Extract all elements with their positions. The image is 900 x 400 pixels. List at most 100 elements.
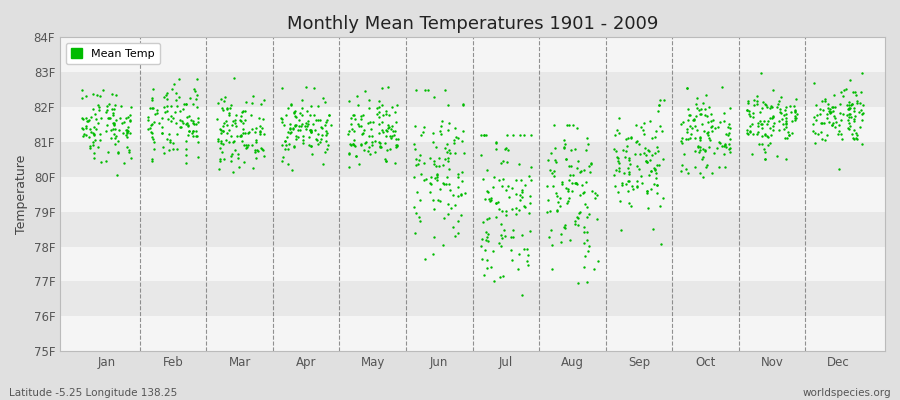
Point (121, 124, 135, 130)
Point (163, 138, 177, 145)
Point (827, 115, 842, 121)
Point (760, 134, 775, 141)
Point (648, 165, 662, 172)
Point (320, 116, 334, 123)
Point (841, 117, 855, 123)
Point (432, 155, 446, 161)
Point (680, 129, 695, 136)
Point (613, 198, 627, 204)
Point (653, 241, 668, 248)
Point (428, 163, 443, 170)
Point (758, 149, 772, 155)
Point (288, 108, 302, 114)
Point (220, 136, 234, 143)
Point (716, 151, 731, 157)
Point (758, 132, 772, 138)
Point (752, 109, 767, 116)
Point (554, 239, 568, 246)
Point (636, 120, 651, 127)
Point (823, 106, 837, 112)
Point (287, 110, 302, 116)
Point (417, 124, 431, 130)
Point (352, 161, 366, 167)
Point (635, 126, 650, 133)
Point (741, 126, 755, 133)
Point (612, 130, 626, 136)
Point (707, 124, 722, 131)
Point (706, 116, 720, 123)
Point (163, 118, 177, 124)
Point (376, 111, 391, 118)
Point (558, 224, 572, 231)
Point (381, 83, 395, 90)
Point (82, 117, 96, 123)
Point (379, 108, 393, 114)
Point (342, 97, 356, 104)
Point (381, 122, 395, 128)
Point (387, 128, 401, 134)
Point (818, 96, 832, 102)
Point (75, 114, 89, 121)
Point (778, 126, 792, 132)
Point (288, 136, 302, 142)
Point (644, 186, 658, 193)
Point (311, 117, 326, 123)
Point (409, 210, 423, 216)
Point (276, 122, 291, 128)
Point (831, 130, 845, 137)
Point (674, 121, 688, 128)
Point (215, 140, 230, 147)
Point (122, 147, 136, 153)
Point (500, 146, 515, 153)
Point (693, 135, 707, 142)
Point (446, 192, 460, 198)
Point (611, 158, 625, 164)
Point (481, 189, 495, 195)
Point (779, 118, 794, 124)
Point (454, 212, 469, 218)
Point (522, 210, 536, 216)
Point (842, 102, 856, 109)
Point (372, 121, 386, 128)
Point (779, 120, 794, 127)
Point (454, 178, 469, 184)
Point (106, 120, 121, 126)
Point (303, 103, 318, 110)
Point (322, 112, 337, 118)
Point (456, 150, 471, 156)
Point (492, 274, 507, 280)
Point (580, 214, 594, 220)
Point (696, 153, 710, 160)
Point (842, 99, 856, 105)
Point (815, 107, 830, 113)
Point (741, 131, 755, 138)
Point (504, 184, 518, 191)
Point (751, 120, 765, 126)
Point (440, 211, 454, 217)
Point (778, 104, 793, 110)
Point (642, 172, 656, 178)
Point (215, 128, 230, 134)
Point (711, 139, 725, 145)
Point (576, 190, 590, 196)
Point (608, 132, 623, 138)
Point (302, 134, 316, 140)
Point (652, 123, 667, 129)
Point (813, 111, 827, 117)
Point (238, 130, 252, 136)
Point (160, 116, 175, 122)
Point (778, 115, 793, 121)
Point (688, 113, 703, 119)
Point (621, 169, 635, 175)
Point (616, 147, 630, 154)
Point (179, 146, 194, 152)
Point (750, 131, 764, 137)
Point (84, 114, 98, 120)
Point (650, 144, 664, 150)
Point (427, 158, 441, 164)
Point (742, 129, 757, 136)
Point (571, 215, 585, 221)
Point (86, 91, 100, 98)
Point (723, 145, 737, 151)
Point (559, 184, 573, 191)
